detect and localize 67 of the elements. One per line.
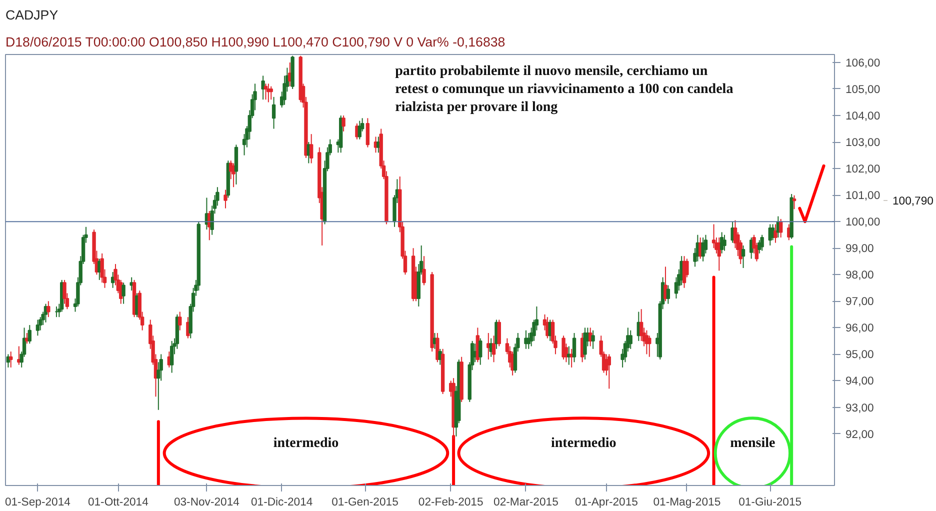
x-tick-label: 01-Dic-2014 bbox=[250, 496, 313, 508]
candlestick bbox=[9, 351, 13, 368]
y-tick-label: 102,00 bbox=[846, 164, 880, 176]
y-tick-label: 94,00 bbox=[846, 376, 874, 388]
candlestick bbox=[366, 118, 370, 148]
x-tick-label: 01-Mag-2015 bbox=[653, 496, 721, 508]
text: 100,790 bbox=[892, 196, 934, 208]
candlestick bbox=[722, 234, 726, 252]
candlestick bbox=[591, 330, 595, 350]
candlestick bbox=[28, 324, 32, 344]
y-tick-label: 98,00 bbox=[846, 270, 874, 282]
annotation: partito probabilemte il nuovo mensile, cerchiamo un retest o comunque un riavvicinamento a 100 con candela rialzista per provare il long bbox=[395, 64, 734, 115]
y-tick-label: 99,00 bbox=[846, 243, 874, 256]
candlestick bbox=[269, 86, 273, 100]
candlestick bbox=[310, 134, 314, 164]
candlestick bbox=[562, 335, 566, 360]
candlestick bbox=[272, 96, 276, 130]
x-tick-label: 01-Sep-2014 bbox=[4, 496, 70, 508]
candlestick bbox=[741, 244, 746, 269]
candlestick bbox=[570, 348, 574, 368]
x-tick-label: 01-Apr-2015 bbox=[574, 496, 638, 508]
candlestick bbox=[607, 354, 611, 390]
candlestick bbox=[234, 144, 238, 185]
y-tick-label: 93,00 bbox=[846, 402, 874, 414]
x-tick-label: 03-Nov-2014 bbox=[174, 496, 240, 508]
candlestick bbox=[666, 284, 670, 304]
y-tick-label: 103,00 bbox=[846, 137, 880, 150]
candlestick bbox=[46, 300, 50, 318]
candlestick bbox=[232, 162, 236, 188]
y-tick-label: 100,00 bbox=[846, 216, 880, 229]
y-tick-label: 97,00 bbox=[846, 296, 874, 308]
y-tick-label: 101,00 bbox=[846, 190, 880, 202]
candlestick bbox=[701, 237, 705, 262]
candlestick bbox=[170, 340, 174, 374]
candlestick bbox=[264, 83, 268, 100]
candlestick bbox=[792, 194, 796, 210]
candlestick bbox=[178, 311, 182, 331]
y-tick-label: 106,00 bbox=[846, 57, 880, 70]
candlestick bbox=[478, 338, 482, 366]
annotation: intermedio bbox=[273, 436, 339, 452]
candlestick bbox=[224, 189, 228, 209]
candlestick bbox=[583, 327, 587, 360]
y-tick-label: 95,00 bbox=[846, 349, 874, 362]
annotation: mensile bbox=[730, 436, 776, 452]
candlestick bbox=[628, 330, 632, 350]
chart-subtitle: D18/06/2015 T00:00:00 O100,850 H100,990 L100,470 C100,790 V 0 Var% -0,16838 bbox=[6, 34, 506, 50]
x-tick-label: 02-Feb-2015 bbox=[418, 496, 484, 508]
x-tick-label: 01-Ott-2014 bbox=[88, 496, 148, 508]
y-tick-label: 105,00 bbox=[846, 84, 880, 96]
y-tick-label: 104,00 bbox=[846, 110, 880, 123]
candlestick bbox=[122, 282, 126, 304]
candlestick bbox=[36, 319, 40, 336]
candlestick bbox=[572, 332, 576, 363]
annotation: intermedio bbox=[550, 436, 616, 452]
chart-title: CADJPY bbox=[6, 8, 58, 22]
candlestick bbox=[342, 115, 346, 132]
candlestick bbox=[422, 256, 426, 286]
y-tick-label: 92,00 bbox=[846, 428, 874, 441]
candlestick bbox=[497, 319, 501, 347]
candlestick bbox=[648, 335, 652, 358]
candlestick bbox=[774, 224, 778, 244]
x-tick-label: 01-Gen-2015 bbox=[332, 496, 398, 508]
x-tick-label: 02-Mar-2015 bbox=[494, 496, 558, 508]
candlestick bbox=[261, 75, 265, 100]
x-tick-label: 01-Giu-2015 bbox=[738, 496, 802, 508]
y-tick-label: 96,00 bbox=[846, 322, 874, 335]
candlestick bbox=[760, 234, 764, 252]
